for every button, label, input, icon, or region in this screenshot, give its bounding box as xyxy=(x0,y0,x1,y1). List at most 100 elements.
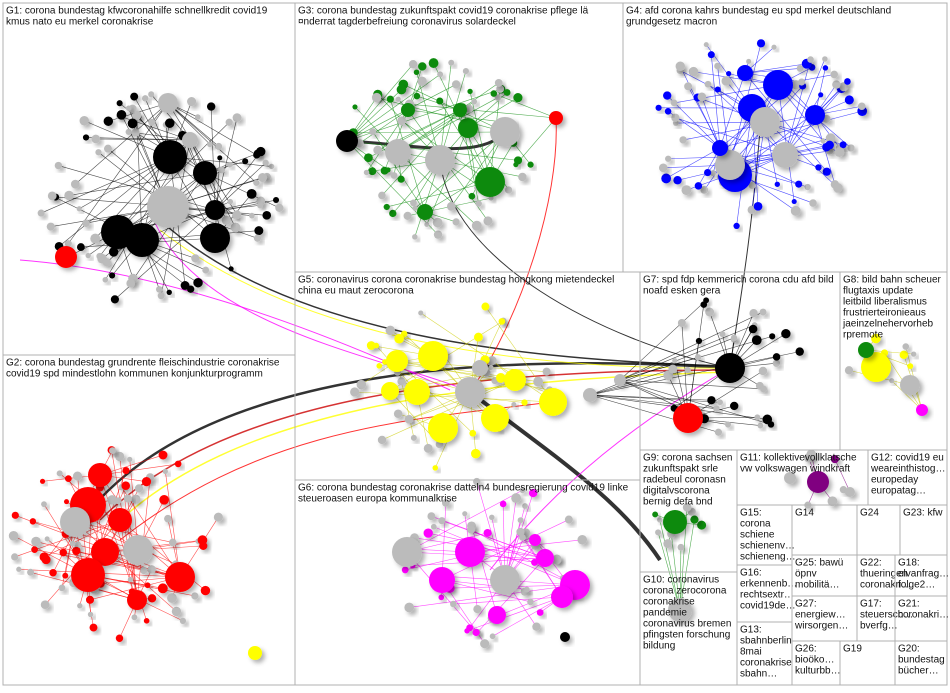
node xyxy=(719,331,725,337)
node xyxy=(45,536,50,541)
group-label: erkennenb… xyxy=(740,578,797,589)
node xyxy=(373,146,382,155)
node xyxy=(772,142,798,168)
group-label: bverfg… xyxy=(860,620,898,631)
node xyxy=(731,335,737,341)
node xyxy=(453,218,460,225)
edge xyxy=(58,166,215,210)
node xyxy=(844,78,851,85)
node xyxy=(822,56,828,62)
node xyxy=(539,388,567,416)
node xyxy=(91,135,100,144)
node xyxy=(60,507,90,537)
node xyxy=(815,164,821,170)
node xyxy=(350,387,359,396)
edge xyxy=(105,540,202,552)
group-label: corona xyxy=(740,518,771,529)
node xyxy=(385,167,390,172)
node xyxy=(471,449,481,459)
node xyxy=(698,92,707,101)
group-label: G4: afd corona kahrs bundestag eu spd me… xyxy=(626,5,891,16)
node xyxy=(386,326,395,335)
group-label: bernig defa bnd xyxy=(643,496,713,507)
node xyxy=(42,555,51,564)
node xyxy=(499,318,506,325)
node xyxy=(207,141,213,147)
group-label: öpnv xyxy=(795,568,817,579)
group-label: vw volkswagen windkraft xyxy=(740,463,850,474)
node xyxy=(527,599,534,606)
node xyxy=(518,173,526,181)
node xyxy=(436,98,443,105)
node xyxy=(59,584,66,591)
node xyxy=(275,204,283,212)
node xyxy=(858,102,866,110)
node xyxy=(663,91,671,99)
node xyxy=(754,202,763,211)
group-label: bildung xyxy=(643,640,675,651)
node xyxy=(187,286,194,293)
node xyxy=(373,343,379,349)
node xyxy=(549,111,563,125)
node xyxy=(262,211,271,220)
group-box xyxy=(3,355,295,685)
node xyxy=(889,378,894,383)
node xyxy=(49,569,56,576)
node xyxy=(233,210,242,219)
node xyxy=(455,377,485,407)
node xyxy=(781,329,790,338)
node xyxy=(823,168,831,176)
node xyxy=(135,484,143,492)
node xyxy=(70,541,76,547)
node xyxy=(352,104,357,109)
node xyxy=(825,141,834,150)
node xyxy=(577,535,587,545)
node xyxy=(222,216,231,225)
node xyxy=(835,147,845,157)
node xyxy=(90,234,100,244)
node xyxy=(472,360,488,376)
node xyxy=(657,517,663,523)
group-label: noafd esken gera xyxy=(643,285,721,296)
group-label: G16: xyxy=(740,567,762,578)
node xyxy=(663,510,687,534)
node xyxy=(414,93,421,100)
node xyxy=(364,153,373,162)
node xyxy=(524,587,530,593)
group-label: G25: bawü xyxy=(795,557,843,568)
node xyxy=(769,333,775,339)
group-label: zukunftspakt srle xyxy=(643,463,718,474)
node xyxy=(410,199,417,206)
node xyxy=(31,537,41,547)
node xyxy=(429,567,455,593)
node xyxy=(80,116,90,126)
group-label: covid19 spd mindestlohn kommunen konjunk… xyxy=(6,368,263,379)
node xyxy=(90,624,98,632)
node xyxy=(378,192,386,200)
group-label: G6: corona bundestag coronakrise datteln… xyxy=(298,482,629,493)
node xyxy=(583,388,597,402)
node xyxy=(845,95,854,104)
node xyxy=(804,184,810,190)
node xyxy=(71,180,80,189)
node xyxy=(652,512,658,518)
node xyxy=(458,118,478,138)
node xyxy=(792,199,797,204)
node xyxy=(40,479,45,484)
group-label: jaeinzelnehervorheb xyxy=(842,318,934,329)
node xyxy=(249,213,255,219)
node xyxy=(433,218,443,228)
node xyxy=(807,56,814,63)
node xyxy=(418,341,448,371)
node xyxy=(165,562,195,592)
edge xyxy=(590,370,688,395)
node xyxy=(167,593,177,603)
group-label: G17: xyxy=(860,598,882,609)
node xyxy=(31,546,38,553)
node xyxy=(768,421,774,427)
node xyxy=(402,567,409,574)
node xyxy=(108,508,132,532)
node xyxy=(704,42,709,47)
node xyxy=(131,614,137,620)
node xyxy=(130,93,138,101)
